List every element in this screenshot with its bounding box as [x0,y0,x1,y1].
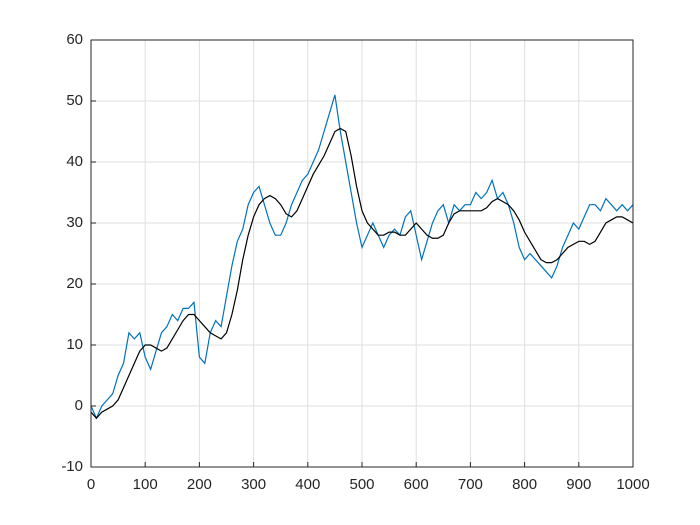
x-tick-label: 600 [404,476,429,493]
y-tick-label: -10 [61,458,83,475]
x-tick-label: 800 [512,476,537,493]
x-tick-label: 300 [241,476,266,493]
y-tick-label: 30 [66,214,83,231]
x-tick-label: 900 [566,476,591,493]
x-tick-label: 1000 [616,476,649,493]
x-tick-label: 100 [133,476,158,493]
data-line [90,94,634,420]
y-tick-label: 20 [66,275,83,292]
data-line [90,127,634,420]
y-tick-label: 0 [75,397,83,414]
x-tick-label: 400 [295,476,320,493]
x-tick-label: 500 [349,476,374,493]
y-tick-label: 50 [66,92,83,109]
y-tick-label: 60 [66,31,83,48]
y-tick-label: 40 [66,153,83,170]
x-tick-label: 0 [87,476,95,493]
x-tick-label: 200 [187,476,212,493]
x-tick-label: 700 [458,476,483,493]
y-tick-label: 10 [66,336,83,353]
axes-box [90,39,634,468]
